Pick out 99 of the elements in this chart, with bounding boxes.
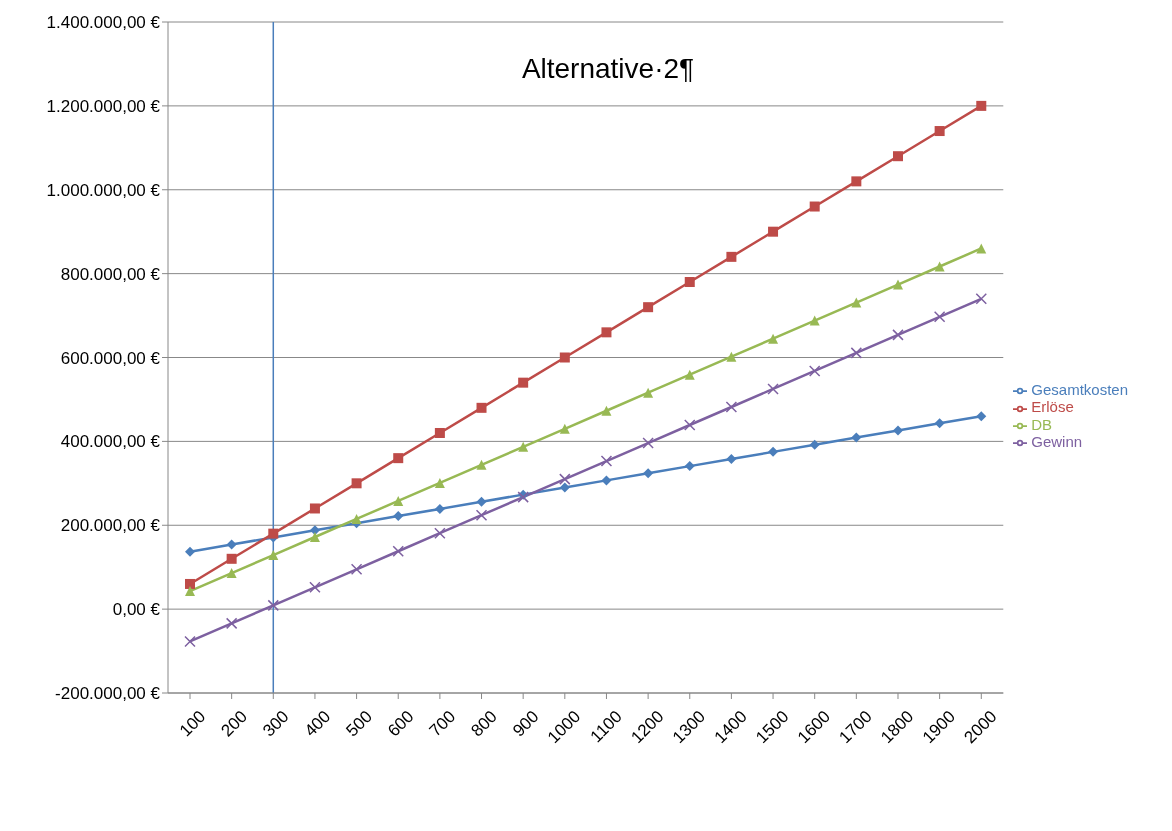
y-tick-label: 200.000,00 €	[60, 516, 161, 536]
point	[226, 568, 237, 579]
y-tick-label: 1.200.000,00 €	[46, 96, 161, 116]
y-tick-label: 800.000,00 €	[60, 264, 161, 284]
y-tick-label: 600.000,00 €	[60, 348, 161, 368]
point	[684, 277, 695, 288]
point	[643, 468, 654, 479]
point	[185, 578, 195, 589]
x-tick-label: 200	[217, 706, 252, 741]
point	[851, 297, 862, 308]
text: Alternative·2¶	[520, 53, 696, 85]
point	[892, 279, 903, 290]
point	[684, 461, 695, 472]
point	[434, 477, 445, 488]
point	[559, 473, 571, 485]
point	[350, 563, 363, 576]
point	[476, 459, 487, 470]
point	[642, 437, 654, 449]
y-tick-label: 1.000.000,00 €	[46, 180, 161, 200]
point	[726, 251, 737, 262]
point	[768, 226, 779, 237]
point	[559, 352, 570, 363]
point	[226, 553, 237, 564]
point	[726, 351, 737, 362]
x-tick-label: 100	[175, 706, 210, 741]
point	[767, 383, 779, 395]
point	[268, 528, 279, 539]
point	[809, 315, 820, 326]
point	[518, 377, 529, 388]
point	[934, 261, 945, 272]
point	[851, 432, 862, 443]
point	[643, 302, 654, 313]
y-tick-label: -200.000,00 €	[55, 684, 161, 704]
point	[268, 550, 279, 561]
point	[768, 446, 779, 457]
point	[684, 419, 696, 431]
point	[351, 478, 362, 489]
point	[892, 151, 903, 162]
point	[975, 293, 988, 305]
point	[518, 441, 529, 452]
legend-label: Gesamtkosten	[1031, 381, 1128, 399]
point	[850, 347, 863, 359]
x-tick-label: 500	[342, 706, 376, 741]
point	[476, 402, 487, 413]
point	[185, 586, 195, 597]
point	[185, 546, 195, 557]
point	[434, 503, 445, 514]
point	[393, 453, 404, 464]
point	[892, 425, 903, 436]
y-tick-label: 0,00 €	[112, 600, 161, 620]
point	[226, 539, 237, 550]
point	[809, 201, 820, 212]
point	[726, 453, 737, 464]
point	[600, 455, 613, 467]
point	[476, 496, 487, 507]
point	[475, 509, 488, 521]
point	[434, 427, 445, 438]
point	[643, 387, 654, 398]
point	[934, 418, 945, 429]
point	[225, 617, 238, 630]
point	[976, 243, 987, 254]
point	[184, 635, 196, 648]
legend-label: Gewinn	[1031, 432, 1083, 450]
point	[309, 525, 320, 536]
point	[601, 327, 612, 338]
point	[434, 527, 446, 539]
legend-label: Erlöse	[1031, 398, 1074, 416]
y-tick-label: 1.400.000,00 €	[46, 13, 161, 33]
x-tick-label: 400	[300, 706, 335, 741]
point	[559, 482, 570, 493]
point	[725, 401, 738, 413]
x-tick-label: 800	[467, 706, 501, 741]
point	[267, 599, 280, 612]
point	[392, 545, 404, 557]
point	[351, 513, 362, 524]
point	[976, 100, 987, 111]
point	[601, 405, 612, 416]
point	[809, 439, 820, 450]
x-tick-label: 300	[259, 706, 293, 741]
point	[934, 126, 945, 137]
point	[684, 369, 695, 380]
point	[601, 475, 612, 486]
point	[976, 411, 987, 422]
point	[768, 333, 779, 344]
x-tick-label: 600	[384, 706, 418, 741]
point	[393, 495, 404, 506]
point	[309, 503, 320, 514]
x-tick-label: 900	[509, 706, 543, 741]
y-tick-label: 400.000,00 €	[60, 432, 161, 452]
point	[559, 423, 570, 434]
point	[892, 329, 904, 341]
point	[309, 581, 321, 594]
point	[933, 311, 946, 323]
point	[309, 531, 320, 542]
legend-label: DB	[1031, 415, 1053, 433]
point	[851, 176, 862, 187]
point	[393, 511, 404, 522]
point	[808, 365, 821, 377]
x-tick-label: 700	[425, 706, 460, 741]
